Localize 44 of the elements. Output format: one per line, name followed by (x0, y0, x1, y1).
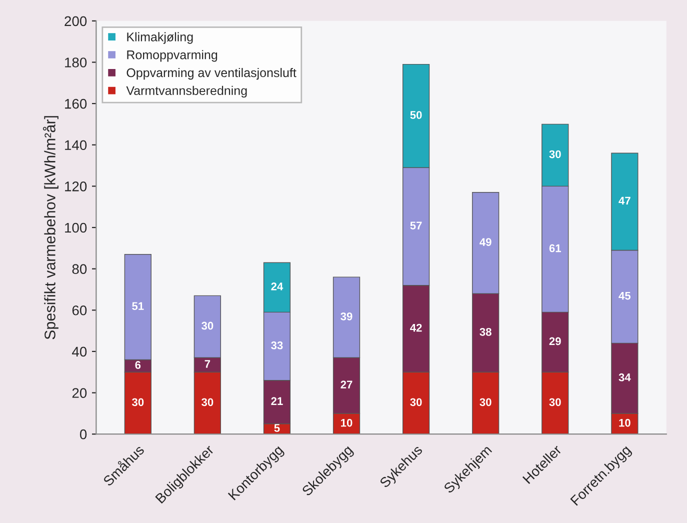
y-tick-label: 180 (65, 58, 87, 68)
data-label: 30 (202, 322, 214, 330)
data-label: 30 (549, 150, 561, 158)
data-label: 27 (340, 380, 352, 388)
legend-label: Klimakjøling (127, 32, 193, 44)
data-label: 49 (480, 238, 492, 246)
data-label: 34 (618, 373, 631, 382)
data-label: 30 (132, 398, 144, 406)
data-label: 24 (271, 282, 284, 290)
y-tick-label: 120 (65, 182, 87, 192)
y-tick-label: 80 (72, 264, 87, 274)
y-tick-label: 0 (80, 429, 87, 440)
legend-label: Varmtvannsberedning (126, 86, 247, 98)
data-label: 7 (204, 360, 210, 368)
data-label: 5 (274, 424, 280, 432)
data-label: 21 (271, 397, 283, 405)
data-label: 39 (340, 312, 352, 320)
data-label: 33 (271, 341, 283, 350)
data-label: 29 (549, 337, 561, 346)
y-tick-label: 100 (65, 222, 87, 233)
data-label: 42 (410, 324, 422, 332)
y-tick-label: 20 (72, 388, 87, 398)
y-axis-title: Spesifikt varmebehov [kWh/m²år] (42, 116, 58, 340)
y-tick-label: 140 (65, 140, 87, 150)
legend-label: Oppvarming av ventilasjonsluft (126, 68, 296, 80)
data-label: 61 (549, 244, 561, 252)
data-label: 45 (618, 292, 631, 300)
data-label: 30 (202, 398, 214, 406)
data-label: 30 (410, 398, 422, 406)
data-label: 30 (549, 398, 561, 406)
data-label: 47 (618, 196, 630, 205)
y-tick-label: 60 (72, 305, 87, 316)
data-label: 38 (480, 328, 492, 336)
y-tick-label: 40 (72, 346, 87, 357)
data-label: 10 (341, 418, 352, 427)
y-tick-label: 160 (65, 98, 87, 109)
data-label: 51 (132, 302, 144, 310)
data-label: 57 (410, 222, 422, 230)
legend-label: Romoppvarming (127, 50, 218, 62)
data-label: 10 (619, 418, 630, 427)
data-label: 6 (135, 361, 141, 369)
y-tick-label: 200 (64, 16, 87, 26)
data-label: 30 (480, 398, 492, 406)
data-label: 50 (410, 111, 422, 119)
